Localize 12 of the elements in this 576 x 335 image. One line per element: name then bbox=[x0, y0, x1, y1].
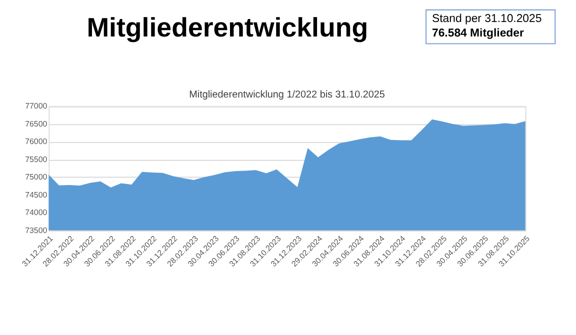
chart-title: Mitgliederentwicklung bbox=[86, 12, 368, 43]
y-tick-label: 76000 bbox=[25, 137, 48, 146]
y-tick-label: 74000 bbox=[25, 208, 48, 218]
y-tick-label: 75000 bbox=[25, 172, 48, 182]
y-tick-label: 73500 bbox=[25, 226, 48, 235]
text: Stand per 31.10.2025 bbox=[432, 12, 542, 25]
y-tick-label: 77000 bbox=[25, 102, 48, 111]
y-tick-label: 75500 bbox=[25, 154, 48, 164]
y-tick-label: 76500 bbox=[25, 119, 48, 128]
text: 76.584 Mitglieder bbox=[432, 28, 524, 40]
chart-subtitle: Mitgliederentwicklung 1/2022 bis 31.10.2025 bbox=[189, 89, 386, 100]
y-tick-label: 74500 bbox=[25, 190, 48, 200]
